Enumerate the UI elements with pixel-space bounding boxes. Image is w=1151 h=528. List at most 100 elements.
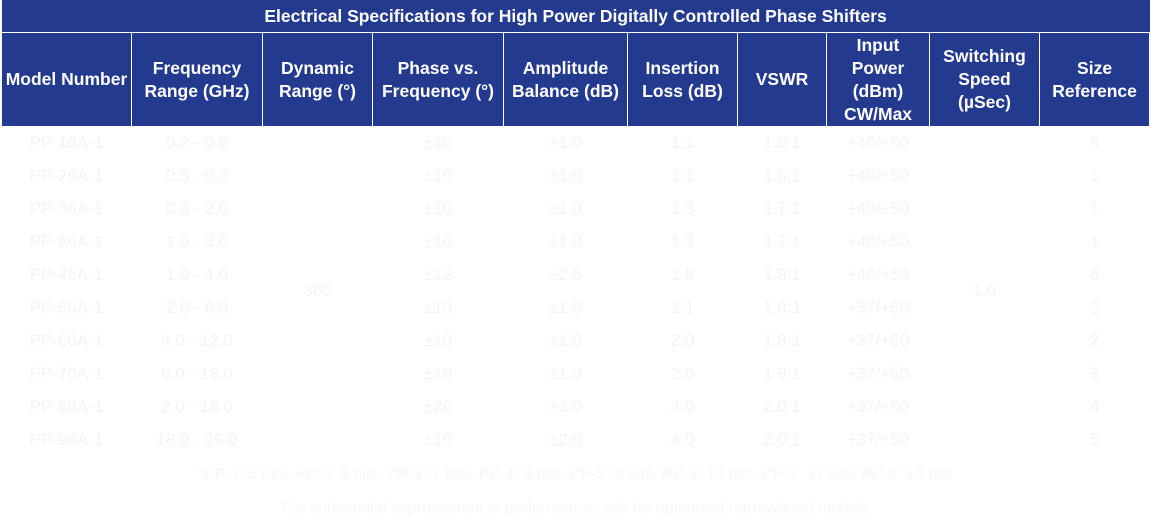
cell-input-power: +40/+50 [846,198,910,218]
table-title: Electrical Specifications for High Power… [1,0,1150,33]
cell-switching-speed: 1.0 [972,281,997,300]
header-dynamic-range: Dynamic Range (°) [262,32,373,126]
cell-amplitude: ±1.0 [549,198,582,218]
table-row: PP-56A-1 2.0 - 6.0 ±10 ±1.0 1.1 1.8:1 +37/+50 2 [2,291,1150,324]
cell-size: 1 [1089,231,1100,251]
cell-phase: ±12 [423,264,453,284]
cell-amplitude: ±1.0 [549,297,582,317]
cell-input-power: +37/+50 [846,363,910,383]
cell-phase: ±10 [423,132,453,152]
cell-frequency: 1.0 - 4.0 [165,264,229,284]
cell-input-power: +40/+50 [846,165,910,185]
header-vswr: VSWR [737,32,827,126]
table-row: PP-36A-1 0.8 - 2.0 ±10 ±1.0 1.3 1.7:1 +40/+50 1 [2,192,1150,225]
table-row: PP-66A-1 4.0 - 12.0 ±10 ±1.0 2.0 1.8:1 +37/+50… [2,324,1150,357]
cell-insertion-loss: 2.0 [670,330,695,350]
cell-phase: ±10 [423,363,453,383]
cell-vswr: 1.8:1 [763,264,801,284]
header-frequency: Frequency Range (GHz) [131,32,263,126]
cell-model: PP-66A-1 [29,231,104,251]
cell-vswr: 1.6:1 [763,132,801,152]
cell-input-power: +40/+50 [846,231,910,251]
cell-frequency: 2.0 - 6.0 [165,297,229,317]
cell-insertion-loss: 1.1 [670,297,695,317]
narrowband-note: For substantial improvement in performan… [281,500,870,517]
cell-insertion-loss: 1.1 [670,132,695,152]
cell-amplitude: ±1.0 [549,330,582,350]
cell-frequency: 0.5 - 0.8 [165,165,229,185]
cell-input-power: +37/+50 [846,396,910,416]
table-row: PP-66A-1 1.0 - 3.0 ±10 ±1.0 1.3 1.7:1 +40/+50 1 [2,225,1150,258]
cell-vswr: 1.9:1 [763,363,801,383]
cell-amplitude: ±2.5 [549,264,582,284]
cell-input-power: +40/+50 [846,132,910,152]
cell-size: 2 [1089,330,1100,350]
header-model: Model Number [1,32,132,126]
cell-amplitude: ±1.0 [549,231,582,251]
cell-phase: ±10 [423,429,453,449]
cell-frequency: 4.0 - 12.0 [161,330,233,350]
cell-frequency: 1.0 - 3.0 [165,231,229,251]
cell-frequency: 18.0 - 26.0 [156,429,238,449]
spec-table: Electrical Specifications for High Power… [1,0,1151,456]
cell-insertion-loss: 1.1 [670,165,695,185]
cell-phase: ±10 [423,165,453,185]
cell-model: PP-26A-1 [29,165,104,185]
header-size: Size Reference [1038,32,1151,126]
cell-size: 3 [1089,363,1100,383]
cell-size: 5 [1089,429,1100,449]
header-switching-speed: Switching Speed (µSec) [929,32,1040,126]
cell-vswr: 1.8:1 [763,330,801,350]
cell-phase: ±10 [423,198,453,218]
cell-input-power: +37/+50 [846,330,910,350]
cell-size: 6 [1089,264,1100,284]
cell-insertion-loss: 2.0 [670,363,695,383]
cell-size: 4 [1089,396,1100,416]
header-amplitude: Amplitude Balance (dB) [503,32,628,126]
cell-phase: ±10 [423,297,453,317]
cell-phase: ±10 [423,231,453,251]
cell-size: 5 [1089,132,1100,152]
cell-phase: ±10 [423,330,453,350]
header-insertion-loss: Insertion Loss (dB) [627,32,738,126]
table-body: PP-16A-1 0.2 - 0.6 360 ±10 ±1.0 1.1 1.6:1 +40/+… [2,126,1150,456]
cell-amplitude: ±1.0 [549,165,582,185]
cell-model: PP-86A-1 [29,396,104,416]
cell-vswr: 1.7:1 [763,198,801,218]
cell-model: PP-56A-1 [29,297,104,317]
header-input-power: Input Power (dBm) CW/Max [826,32,930,126]
cell-model: PP-46A-1 [29,264,104,284]
cell-frequency: 6.0 - 18.0 [161,363,233,383]
header-row: Model Number Frequency Range (GHz) Dynam… [1,32,1151,126]
table-row: PP-16A-1 0.2 - 0.6 360 ±10 ±1.0 1.1 1.6:1 +40/+… [2,126,1150,301]
cell-frequency: 0.2 - 0.6 [165,132,229,152]
cell-amplitude: ±2.0 [549,429,582,449]
table-row: PP-96A-1 18.0 - 26.0 ±10 ±2.0 4.0 2.0:1 +37/+5… [2,423,1150,456]
cell-amplitude: ±1.0 [549,132,582,152]
cell-amplitude: ±1.0 [549,363,582,383]
table-row: PP-86A-1 2.0 - 18.0 ±20 ±3.0 4.0 2.0:1 +37/+50… [2,390,1150,423]
table-row: PP-76A-1 6.0 - 18.0 ±10 ±1.0 2.0 1.9:1 +37/+50… [2,357,1150,390]
header-phase: Phase vs. Frequency (°) [372,32,504,126]
cell-insertion-loss: 4.0 [670,429,695,449]
cell-frequency: 0.8 - 2.0 [165,198,229,218]
cell-size: 1 [1089,165,1100,185]
cell-amplitude: ±3.0 [549,396,582,416]
cell-input-power: +37/+50 [846,429,910,449]
cell-model: PP-66A-1 [29,330,104,350]
cell-vswr: 1.7:1 [763,231,801,251]
cell-vswr: 1.8:1 [763,297,801,317]
cell-size: 1 [1089,198,1100,218]
cell-frequency: 2.0 - 18.0 [161,396,233,416]
cell-model: PP-76A-1 [29,363,104,383]
cell-vswr: 2.0:1 [763,429,801,449]
cell-model: PP-16A-1 [29,132,104,152]
cell-insertion-loss: 4.0 [670,396,695,416]
table-row: PP-46A-1 1.0 - 4.0 ±12 ±2.5 1.8 1.8:1 +40/+50 6 [2,258,1150,291]
cell-model: PP-36A-1 [29,198,104,218]
table-row: PP-26A-1 0.5 - 0.8 ±10 ±1.0 1.1 1.6:1 +40/+50 1 [2,159,1150,192]
cell-input-power: +37/+50 [846,297,910,317]
cell-size: 2 [1089,297,1100,317]
bits-note: *PP-1: 5 bits, PP-2: 6 bits, PP-3: 7 bit… [197,466,954,483]
